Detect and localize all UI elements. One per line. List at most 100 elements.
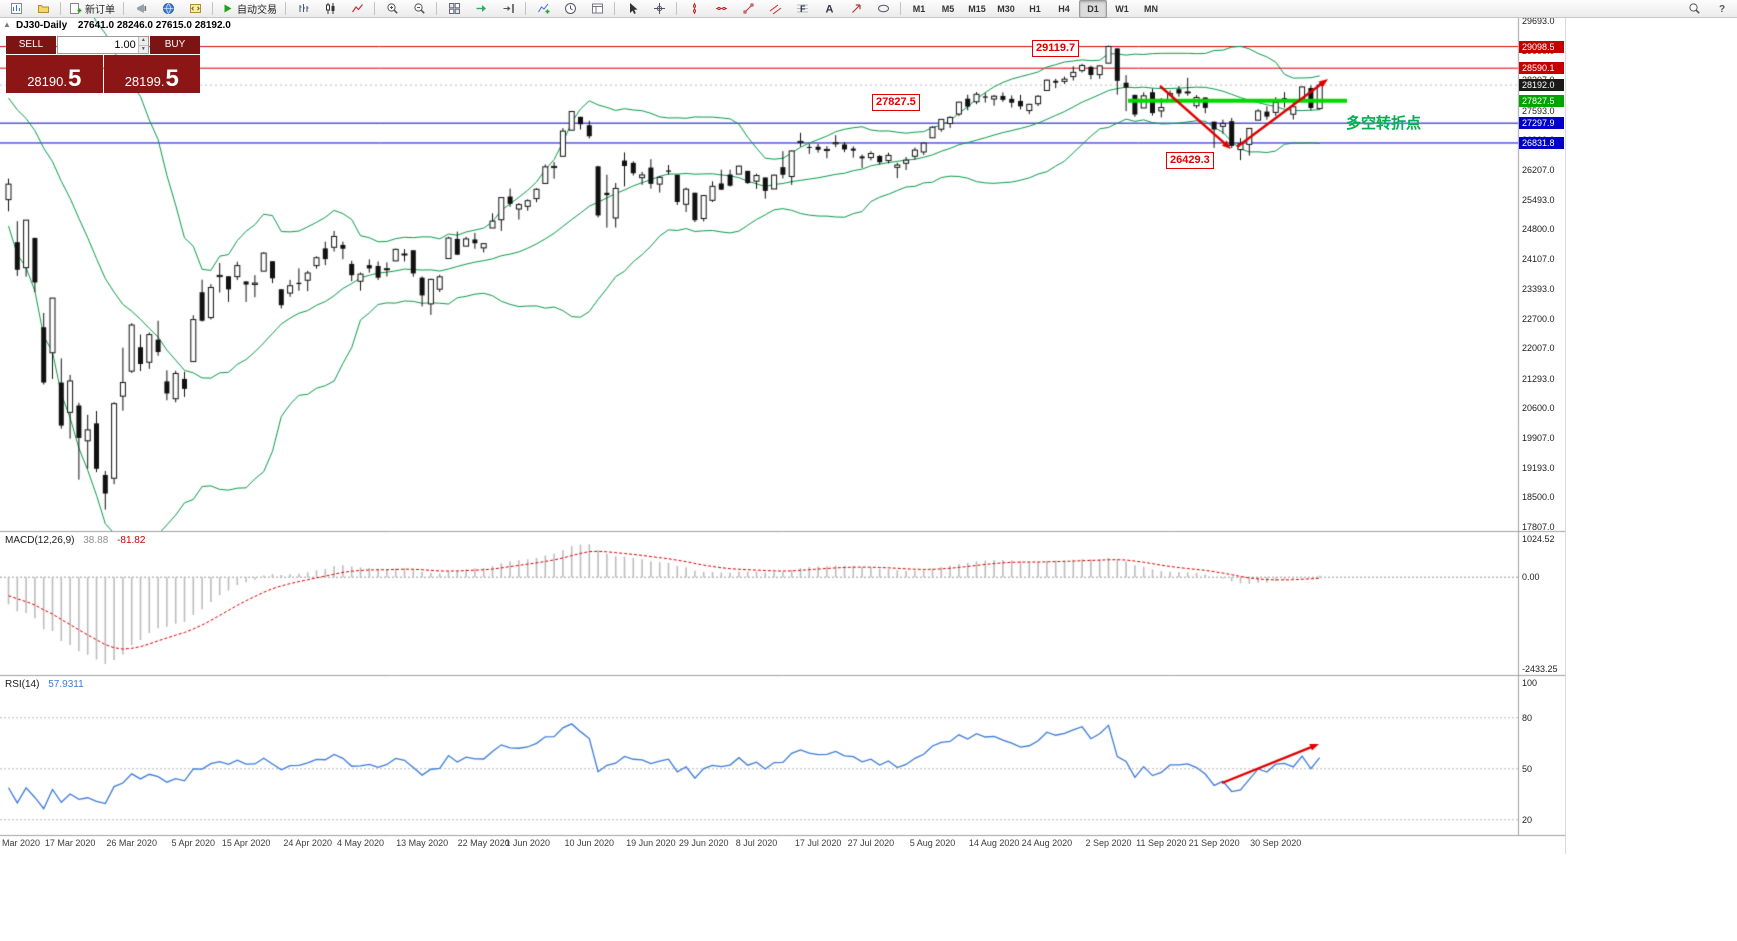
tf-m15[interactable]: M15 — [963, 0, 991, 18]
date-axis-label: 17 Jul 2020 — [794, 838, 842, 848]
tf-w1-label: W1 — [1115, 3, 1129, 14]
macd-axis-max: 1024.52 — [1522, 534, 1555, 544]
auto-scroll-button[interactable] — [468, 0, 494, 18]
indicators-button[interactable] — [530, 0, 556, 18]
fibo-button[interactable]: F — [789, 0, 815, 18]
chartshift-icon — [502, 2, 515, 15]
tf-mn[interactable]: MN — [1137, 0, 1165, 18]
pane-separator[interactable] — [0, 673, 1565, 678]
candle-chart-button[interactable] — [317, 0, 343, 18]
toolbar-separator — [285, 2, 286, 15]
macd-name: MACD(12,26,9) — [5, 535, 75, 546]
price-axis-badge: 28192.0 — [1519, 79, 1564, 92]
price-axis-tick: 19193.0 — [1522, 462, 1555, 473]
clock-icon — [564, 2, 577, 15]
volume-down-icon[interactable]: ▼ — [138, 45, 148, 53]
date-axis-label: 1 Jun 2020 — [505, 838, 550, 848]
buy-price-button[interactable]: 28199. 5 — [103, 55, 200, 93]
hline-icon — [715, 2, 728, 15]
sell-price-button[interactable]: 28190. 5 — [6, 55, 103, 93]
indicators-icon — [537, 2, 550, 15]
price-axis-tick: 22700.0 — [1522, 313, 1555, 324]
date-axis-label: 14 Aug 2020 — [968, 838, 1020, 848]
one-click-collapse-icon[interactable]: ▲ — [3, 20, 11, 29]
volume-input[interactable] — [58, 37, 138, 53]
cursor-button[interactable] — [619, 0, 645, 18]
templates-button[interactable] — [584, 0, 610, 18]
text-button[interactable]: A — [816, 0, 842, 18]
crosshair-button[interactable] — [646, 0, 672, 18]
price-axis-tick: 17807.0 — [1522, 521, 1555, 532]
date-axis-label: 11 Sep 2020 — [1136, 838, 1187, 848]
chart-canvas[interactable] — [0, 18, 1565, 854]
megaphone-icon — [135, 2, 148, 15]
alerts-button[interactable] — [128, 0, 154, 18]
tf-m5-label: M5 — [941, 3, 955, 14]
chart-shift-button[interactable] — [495, 0, 521, 18]
trendline-button[interactable] — [735, 0, 761, 18]
new-order-button[interactable]: 新订单 — [65, 0, 119, 18]
zoom-in-button[interactable] — [379, 0, 405, 18]
periods-button[interactable] — [557, 0, 583, 18]
date-axis-label: 10 Jun 2020 — [564, 838, 615, 848]
date-axis-label: 15 Apr 2020 — [221, 838, 271, 848]
volume-up-icon[interactable]: ▲ — [138, 37, 148, 46]
arrows-button[interactable] — [843, 0, 869, 18]
price-axis-tick: 27593.0 — [1522, 105, 1555, 116]
zoomin-icon — [386, 2, 399, 15]
vline-button[interactable] — [681, 0, 707, 18]
line-chart-button[interactable] — [344, 0, 370, 18]
rsi-value: 57.9311 — [48, 679, 84, 690]
low-price-label[interactable]: 26429.3 — [1166, 152, 1214, 169]
svg-text:?: ? — [1719, 4, 1725, 15]
buy-button[interactable]: BUY — [150, 36, 200, 54]
date-axis-label: 13 May 2020 — [396, 838, 449, 848]
chart-window: ▲ DJ30-Daily 27641.0 28246.0 27615.0 281… — [0, 16, 1566, 854]
community-button[interactable] — [155, 0, 181, 18]
macd-signal-value: -81.82 — [117, 535, 146, 546]
profiles-button[interactable] — [30, 0, 56, 18]
autotrading-button[interactable]: 自动交易 — [217, 0, 281, 18]
hline-button[interactable] — [708, 0, 734, 18]
trend-icon — [742, 2, 755, 15]
tf-d1[interactable]: D1 — [1079, 0, 1107, 18]
rsi-axis-level: 20 — [1522, 814, 1533, 825]
templates-icon — [591, 2, 604, 15]
autoscroll-icon — [475, 2, 488, 15]
zoom-out-button[interactable] — [406, 0, 432, 18]
tf-h4-label: H4 — [1058, 3, 1070, 14]
help-button[interactable]: ? — [1708, 0, 1734, 18]
search-button[interactable] — [1681, 0, 1707, 18]
tf-m30[interactable]: M30 — [992, 0, 1020, 18]
pane-separator[interactable] — [0, 529, 1565, 534]
vline-icon — [688, 2, 701, 15]
toolbar-separator — [900, 2, 901, 15]
price-axis-tick: 24107.0 — [1522, 253, 1555, 264]
tf-h1[interactable]: H1 — [1021, 0, 1049, 18]
peak-price-label[interactable]: 29119.7 — [1032, 40, 1080, 57]
new-chart-button[interactable] — [3, 0, 29, 18]
channel-button[interactable] — [762, 0, 788, 18]
search-icon — [1688, 2, 1701, 15]
bar-chart-button[interactable] — [290, 0, 316, 18]
turning-point-note[interactable]: 多空转折点 — [1346, 115, 1422, 132]
date-axis-label: 21 Sep 2020 — [1188, 838, 1240, 848]
shapes-button[interactable] — [870, 0, 896, 18]
tile-windows-button[interactable] — [441, 0, 467, 18]
tile-icon — [448, 2, 461, 15]
rsi-axis-level: 50 — [1522, 763, 1533, 774]
date-axis-label: 8 Jul 2020 — [735, 838, 778, 848]
sell-button[interactable]: SELL — [6, 36, 56, 54]
date-axis-label: 4 May 2020 — [336, 838, 385, 848]
chart-ohlc-values: 27641.0 28246.0 27615.0 28192.0 — [77, 20, 231, 31]
tf-m5[interactable]: M5 — [934, 0, 962, 18]
tf-w1[interactable]: W1 — [1108, 0, 1136, 18]
candles-icon — [324, 2, 337, 15]
date-axis-label: 24 Aug 2020 — [1021, 838, 1073, 848]
rsi-header: RSI(14) 57.9311 — [5, 679, 84, 690]
tf-h4[interactable]: H4 — [1050, 0, 1078, 18]
price-axis-badge: 28590.1 — [1519, 62, 1564, 75]
tf-m1[interactable]: M1 — [905, 0, 933, 18]
mid-price-label[interactable]: 27827.5 — [872, 94, 920, 111]
metaeditor-button[interactable] — [182, 0, 208, 18]
